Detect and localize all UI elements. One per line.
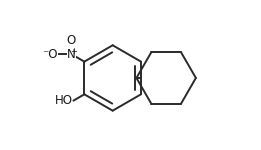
Text: +: + xyxy=(70,47,77,56)
Text: HO: HO xyxy=(55,94,73,107)
Text: N: N xyxy=(67,48,76,61)
Text: O: O xyxy=(67,34,76,47)
Text: ⁻O: ⁻O xyxy=(42,48,57,61)
